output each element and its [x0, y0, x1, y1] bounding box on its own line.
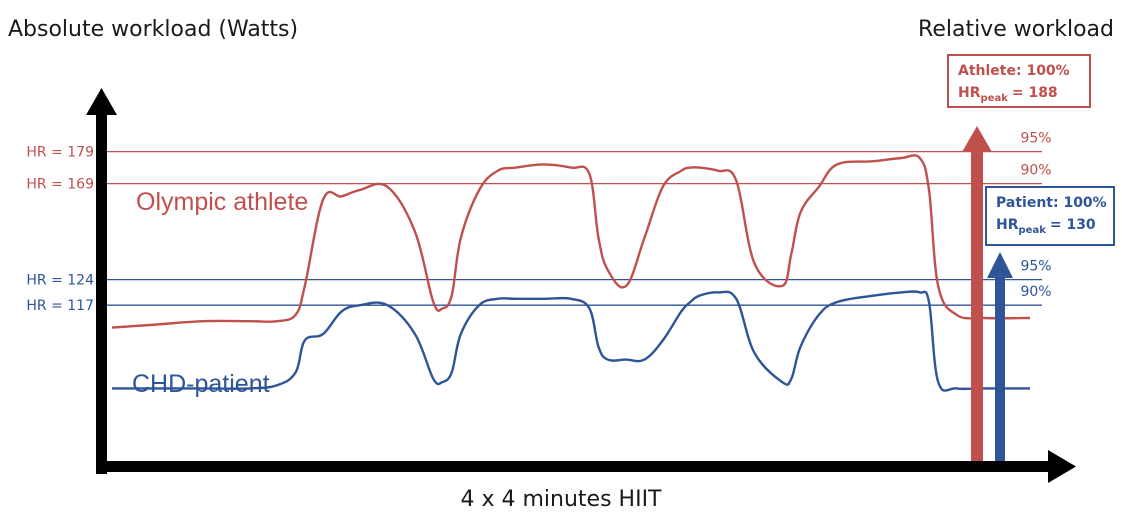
axes: [86, 88, 1076, 483]
patient-arrow-box-hr: HRpeak = 130: [996, 217, 1096, 236]
x-axis-label: 4 x 4 minutes HIIT: [461, 487, 663, 512]
relative-workload-label: Relative workload: [918, 17, 1114, 42]
hr-label-patient-90: HR = 117: [26, 298, 94, 314]
athlete-arrow-shaft: [971, 150, 983, 462]
series-label-athlete: Olympic athlete: [136, 188, 308, 216]
athlete-arrow-box-hr: HRpeak = 188: [958, 85, 1058, 104]
patient-arrow-head: [987, 252, 1013, 278]
y-axis-label: Absolute workload (Watts): [8, 17, 298, 42]
series-labels: Olympic athlete CHD-patient: [132, 188, 308, 398]
pct-label-athlete-90: 90%: [1020, 163, 1051, 179]
athlete-arrow-box: [947, 54, 1091, 108]
patient-arrow-box-title: Patient: 100%: [996, 195, 1107, 211]
hr-label-athlete-90: HR = 169: [26, 177, 94, 193]
x-axis-arrowhead: [1048, 450, 1076, 483]
patient-arrow-box: [985, 186, 1115, 246]
y-axis-arrowhead: [86, 88, 117, 115]
pct-label-patient-90: 90%: [1020, 284, 1051, 300]
series-line-patient: [112, 290, 1030, 392]
series-line-athlete: [111, 154, 1031, 329]
y-axis-line: [96, 112, 107, 474]
athlete-arrow-box-title: Athlete: 100%: [958, 63, 1070, 79]
series-lines: [111, 154, 1031, 392]
hr-label-patient-95: HR = 124: [26, 273, 94, 289]
x-axis-line: [96, 461, 1050, 472]
pct-label-athlete-95: 95%: [1020, 131, 1051, 147]
athlete-arrow-head: [962, 126, 992, 152]
patient-arrow-shaft: [995, 276, 1005, 462]
series-label-patient: CHD-patient: [132, 370, 270, 398]
reference-lines: HR = 179 95% HR = 169 90% HR = 124 95% HR = 11…: [26, 131, 1051, 315]
pct-label-patient-95: 95%: [1020, 259, 1051, 275]
hr-label-athlete-95: HR = 179: [26, 145, 94, 161]
relative-workload-arrows: Athlete: 100% HRpeak = 188 Patient: 100% HRp…: [947, 54, 1115, 462]
